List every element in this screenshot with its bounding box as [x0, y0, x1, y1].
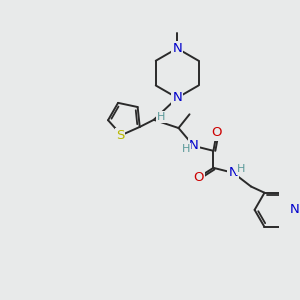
Text: O: O: [193, 171, 204, 184]
Text: H: H: [157, 112, 166, 122]
Text: N: N: [189, 140, 199, 152]
Text: N: N: [228, 166, 238, 179]
Text: S: S: [116, 129, 124, 142]
Text: O: O: [212, 127, 222, 140]
Text: N: N: [172, 42, 182, 55]
Text: H: H: [182, 144, 190, 154]
Text: N: N: [289, 203, 299, 216]
Text: H: H: [237, 164, 245, 175]
Text: N: N: [172, 91, 182, 104]
